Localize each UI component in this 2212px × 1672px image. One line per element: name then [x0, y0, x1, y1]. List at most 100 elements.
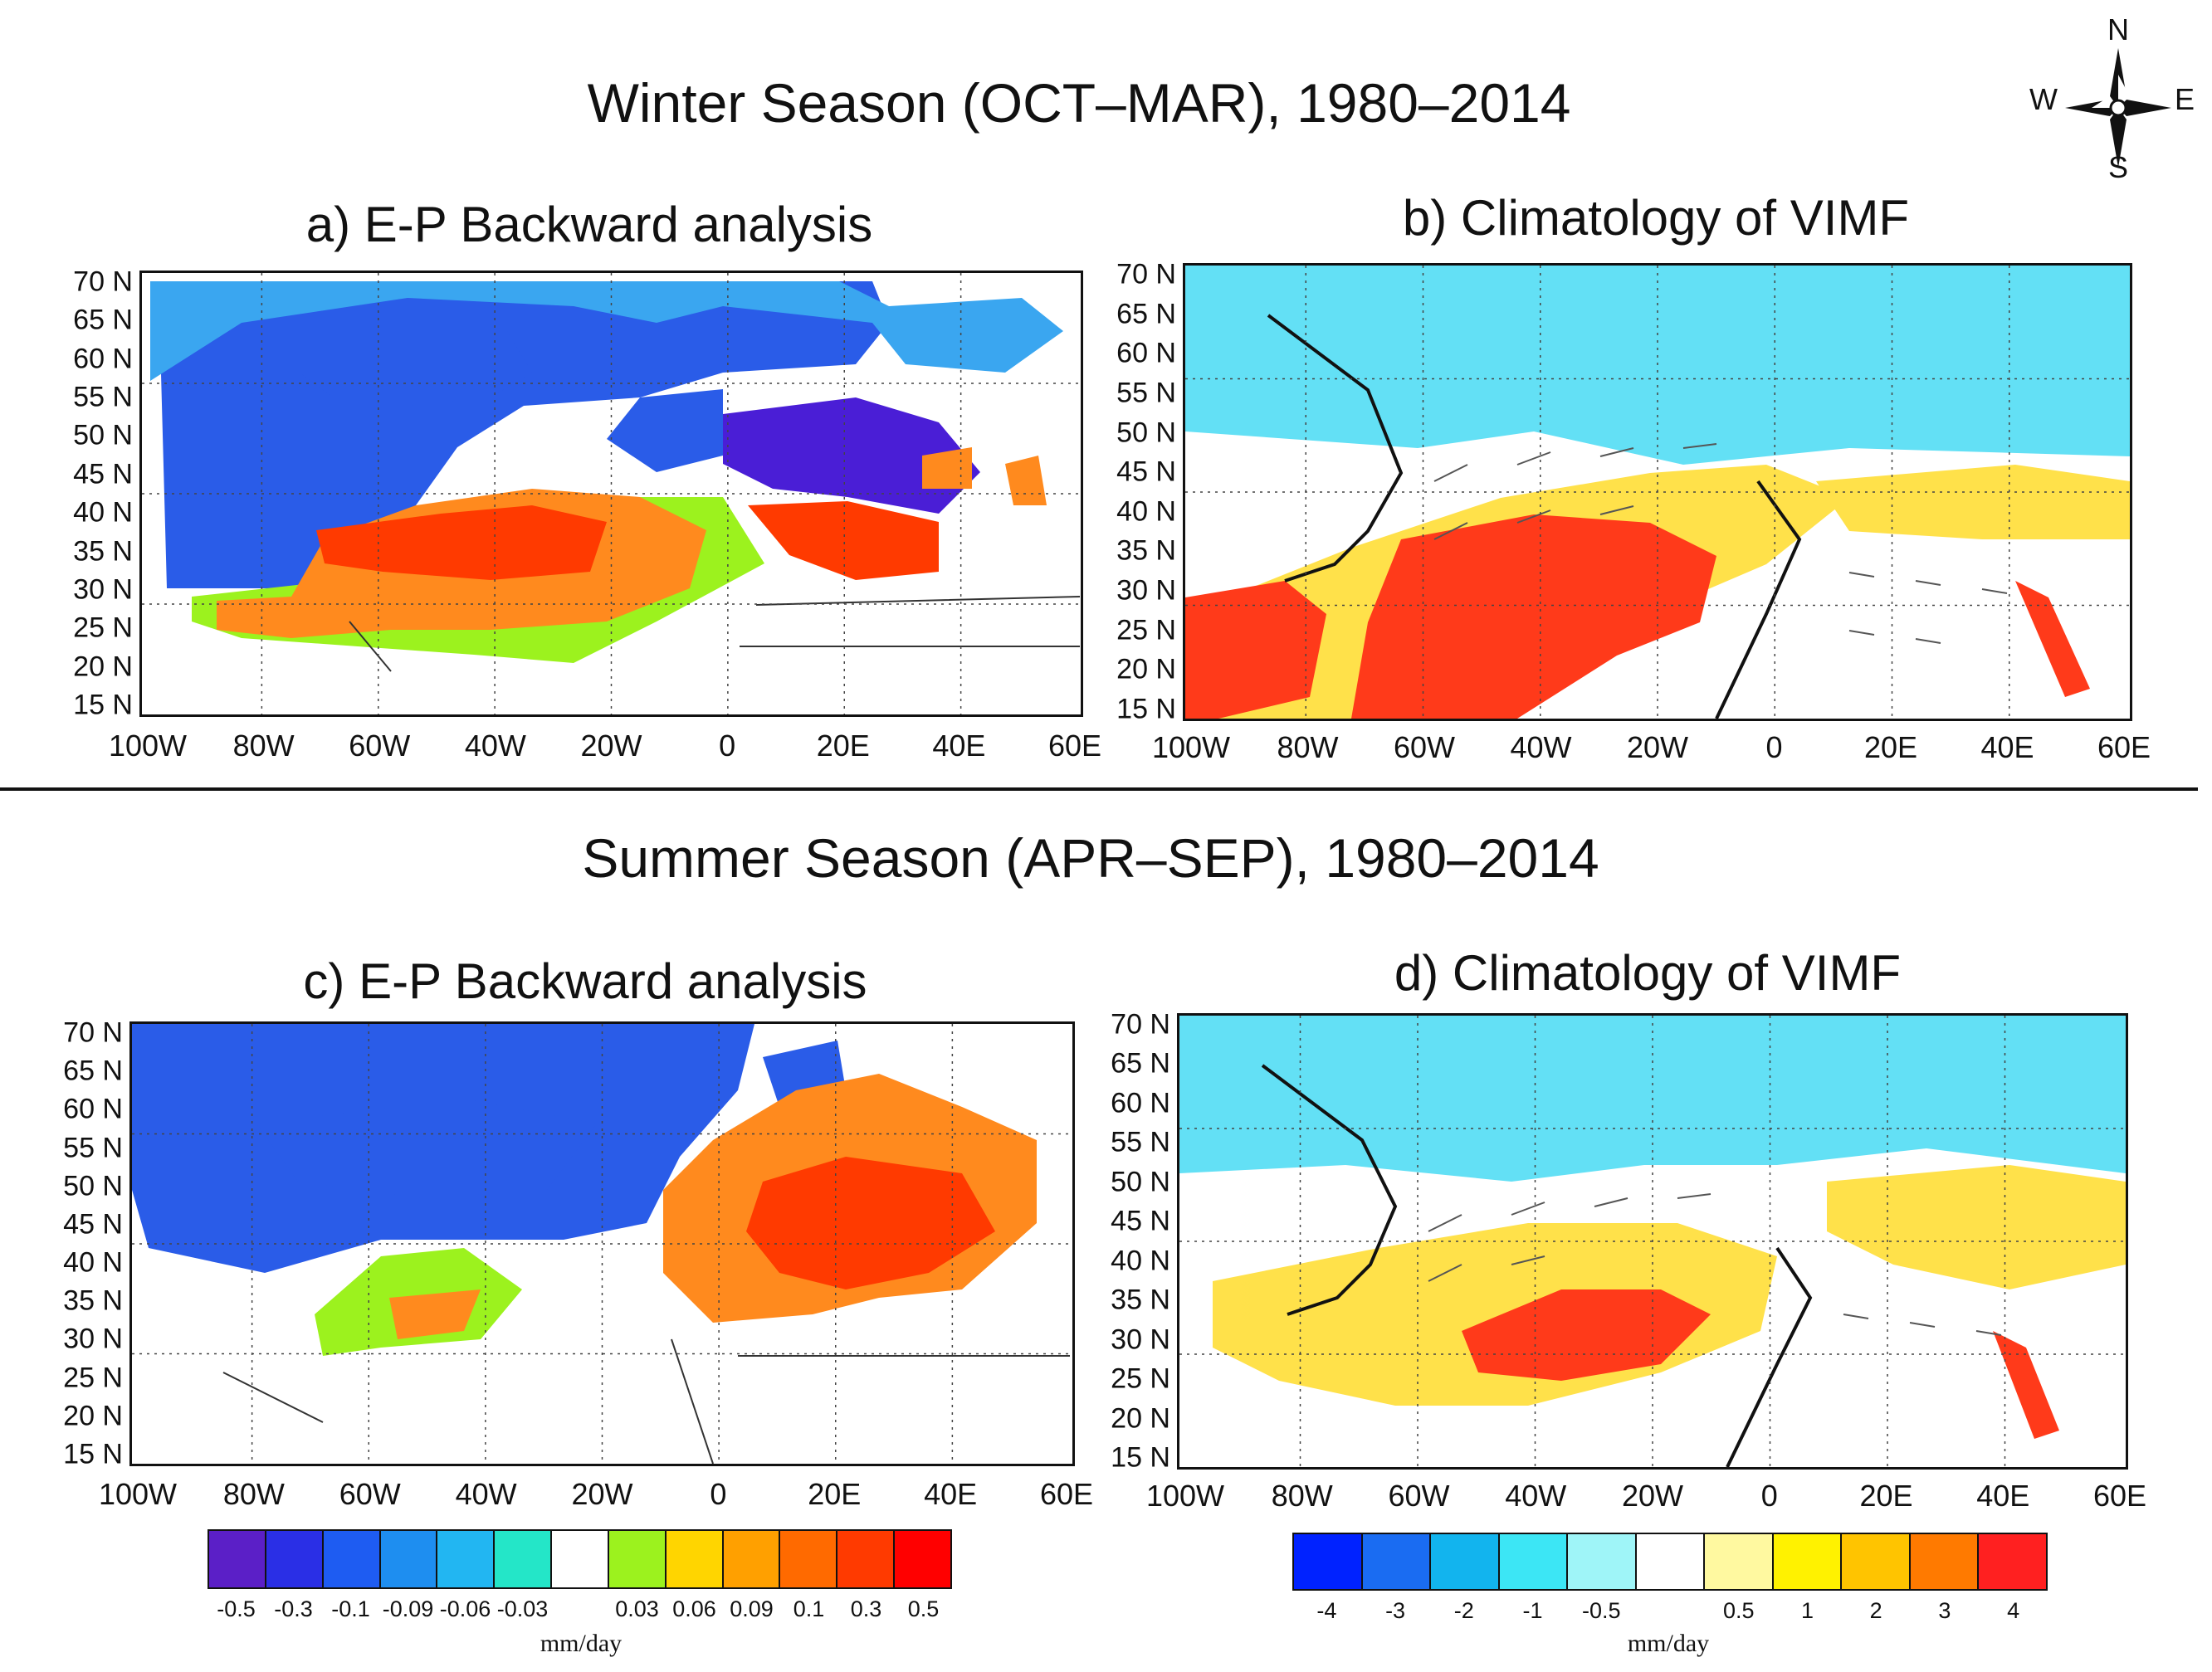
lat-tick-label: 40 N: [1111, 1245, 1170, 1277]
ep-colorbar: [208, 1529, 952, 1589]
compass-north-label: N: [2107, 12, 2129, 46]
colorbar-swatch: [380, 1531, 438, 1587]
lat-tick-label: 25 N: [1111, 1362, 1170, 1395]
colorbar-swatch: [1362, 1534, 1432, 1589]
colorbar-label: 0.09: [730, 1596, 774, 1621]
panel-b-map: [1183, 263, 2132, 721]
lat-tick-label: 20 N: [73, 651, 133, 683]
panel-a-field: [142, 273, 1081, 714]
colorbar-label: -0.5: [1582, 1598, 1621, 1623]
ep-positive-strong-europe: [746, 1157, 995, 1289]
compass-east-label: E: [2174, 82, 2195, 116]
lat-tick-label: 60 N: [73, 343, 133, 375]
winter-season-title: Winter Season (OCT–MAR), 1980–2014: [587, 72, 1571, 134]
colorbar-label: 3: [1938, 1598, 1951, 1623]
season-divider: [0, 787, 2198, 791]
lat-tick-label: 45 N: [1116, 456, 1176, 488]
lon-tick-label: 20W: [580, 729, 642, 763]
lat-tick-label: 50 N: [73, 419, 133, 451]
colorbar-swatch: [780, 1531, 838, 1587]
ep-positive-strong-atlantic: [316, 505, 607, 580]
colorbar-label: -2: [1453, 1598, 1474, 1623]
lat-tick-label: 50 N: [1111, 1166, 1170, 1198]
colorbar-swatch: [1842, 1534, 1911, 1589]
lon-tick-label: 0: [1765, 730, 1783, 764]
lon-tick-label: 40W: [464, 729, 526, 763]
lat-tick-label: 55 N: [1111, 1126, 1170, 1158]
lon-tick-label: 40E: [1980, 730, 2034, 764]
lat-tick-label: 65 N: [1116, 298, 1176, 330]
vimf-positive-strong-region: [1462, 1289, 1711, 1381]
lat-tick-label: 40 N: [63, 1246, 123, 1279]
colorbar-label: -0.06: [439, 1596, 491, 1621]
lat-tick-label: 25 N: [73, 612, 133, 644]
colorbar-swatch: [1499, 1534, 1569, 1589]
ep-positive-black-sea: [922, 447, 972, 489]
lon-tick-label: 0: [1760, 1479, 1778, 1513]
lat-tick-label: 65 N: [73, 304, 133, 336]
lon-tick-label: 20E: [816, 729, 870, 763]
colorbar-label: 0.5: [907, 1596, 940, 1621]
colorbar-label: -0.5: [217, 1596, 256, 1621]
colorbar-swatch: [608, 1531, 667, 1587]
lon-tick-label: 20W: [1621, 1479, 1684, 1513]
panel-d-field: [1179, 1016, 2126, 1467]
lat-tick-label: 35 N: [1111, 1284, 1170, 1316]
lat-tick-label: 50 N: [1116, 417, 1176, 449]
lat-tick-label: 45 N: [73, 458, 133, 490]
lat-tick-label: 60 N: [63, 1093, 123, 1125]
lon-tick-label: 40W: [1505, 1479, 1567, 1513]
ep-negative-weak-region: [150, 281, 1063, 381]
lon-tick-label: 60W: [1388, 1479, 1450, 1513]
lon-tick-label: 40W: [1510, 730, 1572, 764]
colorbar-label: -0.1: [331, 1596, 370, 1621]
vimf-red-sea-positive: [1993, 1331, 2059, 1439]
lat-tick-label: 15 N: [63, 1438, 123, 1470]
colorbar-swatch: [266, 1531, 324, 1587]
lat-tick-label: 25 N: [1116, 614, 1176, 646]
lat-tick-label: 35 N: [73, 535, 133, 568]
lat-tick-label: 65 N: [1111, 1047, 1170, 1080]
colorbar-label: -3: [1385, 1598, 1406, 1623]
lat-tick-label: 40 N: [1116, 495, 1176, 528]
lat-tick-label: 20 N: [63, 1400, 123, 1432]
ep-negative-west-europe: [607, 389, 723, 472]
lon-tick-label: 80W: [232, 729, 295, 763]
lat-tick-label: 70 N: [1111, 1008, 1170, 1041]
compass-west-label: W: [2029, 82, 2058, 116]
colorbar-label: -0.09: [382, 1596, 434, 1621]
lat-tick-label: 15 N: [1116, 693, 1176, 725]
lat-tick-label: 45 N: [63, 1208, 123, 1241]
lon-tick-label: 40E: [924, 1477, 978, 1511]
colorbar-swatch: [837, 1531, 896, 1587]
lat-tick-label: 35 N: [1116, 534, 1176, 567]
lon-tick-label: 80W: [1271, 1479, 1333, 1513]
lon-tick-label: 60E: [2092, 1479, 2147, 1513]
ep-negative-strong-region: [256, 1099, 597, 1198]
vimf-europe-positive: [1827, 1165, 2126, 1289]
vimf-gulf-positive: [1185, 581, 1326, 719]
panel-d-title: d) Climatology of VIMF: [1394, 945, 1902, 1001]
colorbar-label: -4: [1316, 1598, 1337, 1623]
lat-tick-label: 70 N: [1116, 258, 1176, 290]
lat-tick-label: 35 N: [63, 1284, 123, 1317]
compass-south-label: S: [2107, 150, 2129, 184]
colorbar-label: 4: [2007, 1598, 2020, 1623]
lat-tick-label: 45 N: [1111, 1205, 1170, 1237]
lon-tick-label: 20E: [808, 1477, 862, 1511]
panel-d-map: [1177, 1013, 2128, 1470]
colorbar-label: -1: [1522, 1598, 1543, 1623]
colorbar-label: 0.3: [850, 1596, 882, 1621]
colorbar-swatch: [209, 1531, 266, 1587]
vimf-positive-strong-region: [1351, 514, 1716, 719]
lat-tick-label: 40 N: [73, 496, 133, 529]
lon-tick-label: 60W: [1393, 730, 1456, 764]
colorbar-swatch: [1431, 1534, 1500, 1589]
lon-tick-label: 40E: [1976, 1479, 2030, 1513]
lon-tick-label: 60E: [2097, 730, 2151, 764]
lon-tick-label: 60W: [349, 729, 411, 763]
ep-positive-atlantic: [389, 1289, 481, 1339]
lat-tick-label: 20 N: [1116, 653, 1176, 685]
panel-b-field: [1185, 266, 2130, 719]
lon-tick-label: 60E: [1039, 1477, 1094, 1511]
